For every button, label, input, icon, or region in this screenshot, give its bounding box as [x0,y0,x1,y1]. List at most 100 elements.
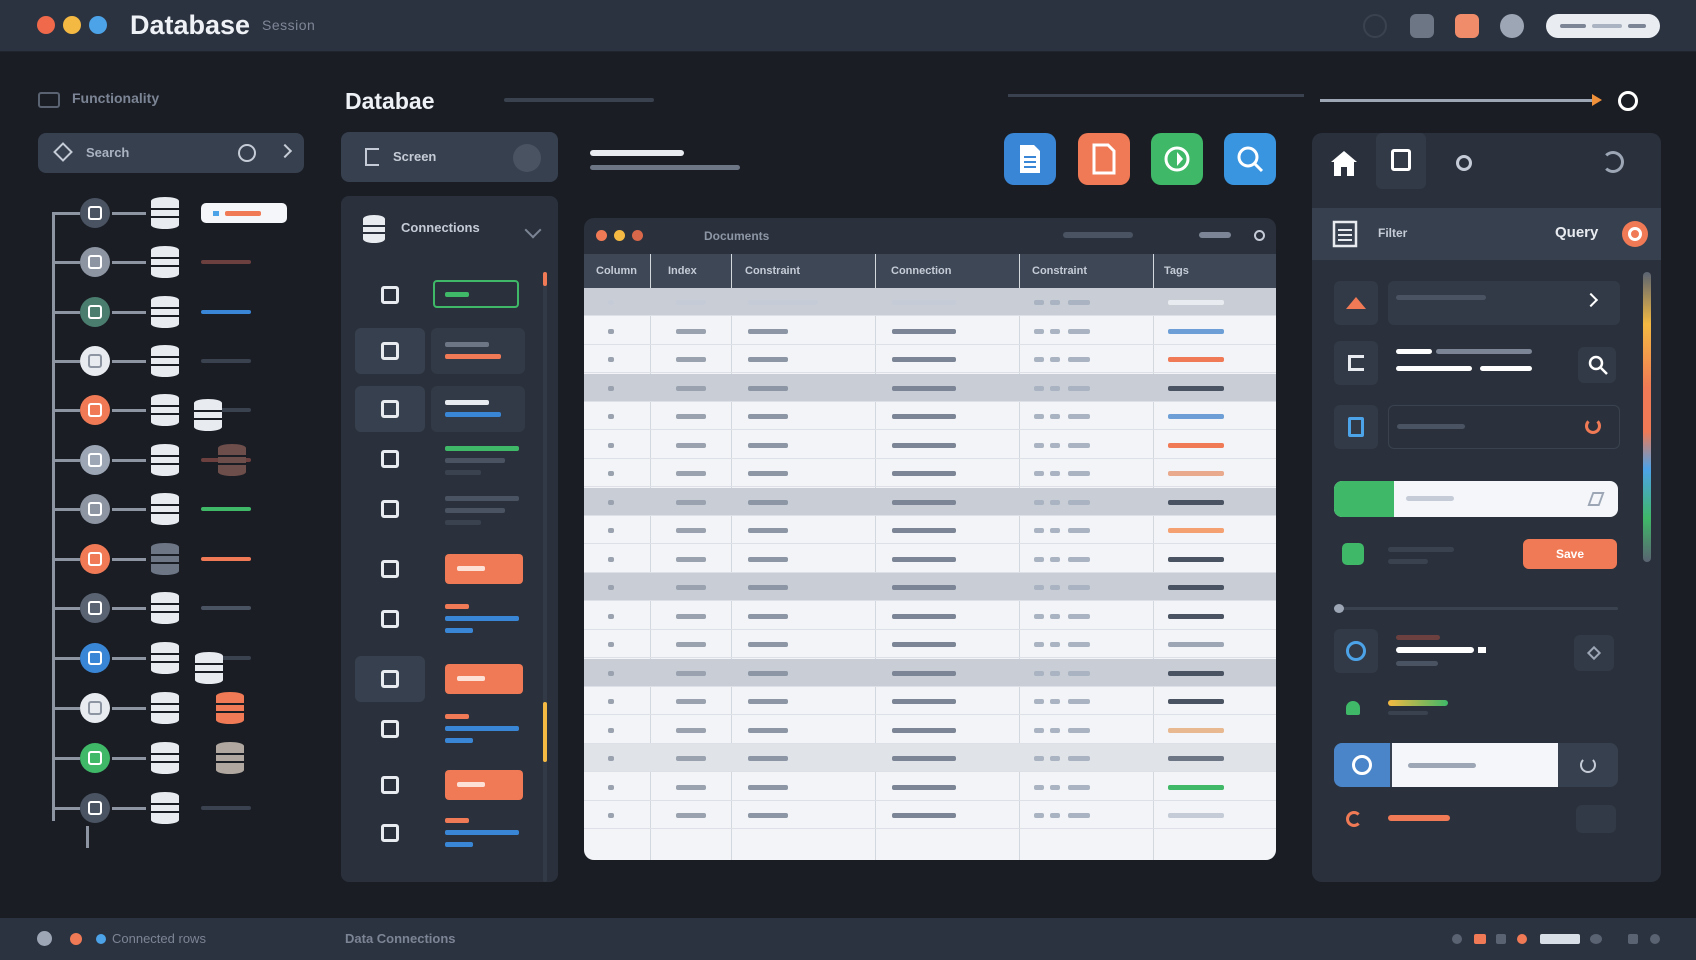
sidebar-search[interactable]: Search [38,133,304,173]
database-icon[interactable] [214,741,246,775]
plugin-icon[interactable] [1410,14,1434,38]
table-row[interactable] [584,744,1276,772]
sync-icon[interactable] [1363,14,1387,38]
database-icon[interactable] [214,691,246,725]
slider[interactable] [1334,604,1618,613]
tree-node-icon[interactable] [80,793,110,823]
database-icon[interactable] [149,245,181,279]
database-icon[interactable] [149,196,181,230]
database-icon[interactable] [1455,14,1479,38]
column-header[interactable]: Index [668,265,697,277]
table-row[interactable] [584,545,1276,573]
table-row[interactable] [584,716,1276,744]
database-icon[interactable] [216,443,248,477]
connection-item-icon[interactable] [355,706,425,752]
database-icon[interactable] [149,492,181,526]
close-window-button[interactable] [37,16,55,34]
database-icon[interactable] [149,591,181,625]
connection-item[interactable] [431,386,525,432]
connection-item-icon[interactable] [355,810,425,856]
column-header[interactable]: Constraint [745,265,800,277]
tree-node-icon[interactable] [80,643,110,673]
column-header[interactable]: Constraint [1032,265,1087,277]
tree-node-icon[interactable] [80,494,110,524]
tree-node-icon[interactable] [80,693,110,723]
database-icon[interactable] [192,398,224,432]
column-header[interactable]: Column [596,265,637,277]
command-input[interactable] [1334,743,1618,787]
reload-icon[interactable] [1580,757,1596,773]
result-row[interactable] [1334,341,1620,385]
connection-item-icon[interactable] [355,436,425,482]
tree-node-icon[interactable] [80,395,110,425]
table-row[interactable] [584,402,1276,430]
table-row[interactable] [584,431,1276,459]
table-row[interactable] [584,687,1276,715]
tree-node-icon[interactable] [80,198,110,228]
connection-item-icon[interactable] [355,486,425,532]
result-row[interactable] [1334,629,1620,673]
record-icon[interactable] [1618,91,1638,111]
table-row[interactable] [584,602,1276,630]
search-icon[interactable] [1587,354,1609,376]
record-button[interactable] [1622,221,1648,247]
connection-item-icon[interactable] [355,386,425,432]
settings-icon[interactable] [1334,743,1390,787]
chevron-right-icon[interactable] [277,143,293,159]
chevron-right-icon[interactable] [1583,292,1599,308]
table-row[interactable] [584,773,1276,801]
save-button[interactable]: Save [1523,539,1617,569]
connection-item[interactable] [431,596,525,642]
table-row[interactable] [584,630,1276,658]
connection-item-icon[interactable] [355,596,425,642]
user-avatar[interactable] [513,144,541,172]
connection-item-icon[interactable] [355,762,425,808]
scrollbar[interactable] [543,272,547,882]
tree-node-icon[interactable] [80,445,110,475]
database-icon[interactable] [149,344,181,378]
connection-item[interactable] [431,328,525,374]
database-icon[interactable] [149,295,181,329]
database-icon[interactable] [149,791,181,825]
tree-node-icon[interactable] [80,743,110,773]
table-row[interactable] [584,345,1276,373]
table-row[interactable] [584,658,1276,687]
connection-item[interactable] [431,656,525,702]
connection-item-icon[interactable] [355,656,425,702]
settings-icon[interactable] [238,144,256,162]
close-dot[interactable] [596,230,607,241]
table-row[interactable] [584,801,1276,829]
export-tab[interactable] [1376,133,1426,189]
document-button[interactable] [1004,133,1056,185]
connection-item[interactable] [431,486,525,532]
connection-item-icon[interactable] [355,328,425,374]
tree-node-icon[interactable] [80,247,110,277]
refresh-icon[interactable] [1585,418,1601,434]
database-icon[interactable] [149,542,181,576]
refresh-button[interactable] [1151,133,1203,185]
tree-node-icon[interactable] [80,346,110,376]
result-row[interactable] [1334,281,1620,325]
search-button[interactable] [1224,133,1276,185]
connection-item[interactable] [431,810,525,856]
play-icon[interactable] [1592,94,1602,106]
minimap-scrollbar[interactable] [1643,272,1651,562]
connection-item-icon[interactable] [355,272,425,318]
table-row[interactable] [584,373,1276,402]
table-row[interactable] [584,487,1276,516]
database-icon[interactable] [149,393,181,427]
connection-item-icon[interactable] [355,546,425,592]
edit-button[interactable] [1576,805,1616,833]
chevron-down-icon[interactable] [524,221,542,239]
tree-node-icon[interactable] [80,593,110,623]
connection-item[interactable] [431,762,525,808]
connection-item[interactable] [431,272,525,318]
tree-node-icon[interactable] [80,544,110,574]
edit-icon[interactable] [1587,492,1605,506]
tree-node-icon[interactable] [80,297,110,327]
slider-track[interactable] [1320,99,1595,102]
database-icon[interactable] [149,741,181,775]
connection-item[interactable] [431,546,525,592]
maximize-dot[interactable] [632,230,643,241]
database-icon[interactable] [149,641,181,675]
